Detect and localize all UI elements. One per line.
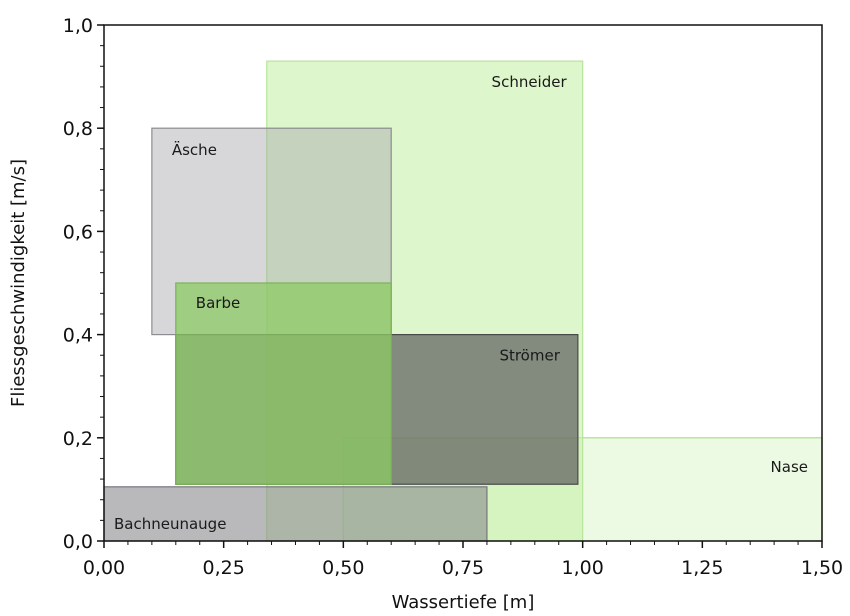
y-tick-label: 0,6 xyxy=(63,221,93,243)
y-tick-label: 0,2 xyxy=(63,428,93,450)
label-schneider: Schneider xyxy=(492,73,568,91)
y-tick-label: 0,4 xyxy=(63,325,93,347)
x-tick-label: 0,50 xyxy=(322,557,364,579)
range-rect-barbe xyxy=(175,282,392,485)
x-axis-title: Wassertiefe [m] xyxy=(392,592,535,613)
y-axis-title: Fliessgeschwindigkeit [m/s] xyxy=(8,159,29,407)
axis-ticks: 0,00 0,25 0,50 0,75 1,00 1,25 1,50 0,0 0,2 0,4 0,6… xyxy=(63,15,843,579)
x-tick-label: 1,00 xyxy=(562,557,604,579)
x-tick-label: 1,50 xyxy=(801,557,843,579)
label-bachneunauge: Bachneunauge xyxy=(114,515,226,533)
y-tick-label: 0,0 xyxy=(63,531,93,553)
x-tick-label: 0,75 xyxy=(442,557,484,579)
y-tick-label: 1,0 xyxy=(63,15,93,37)
range-rect-bachneunauge xyxy=(103,486,488,542)
label-barbe: Barbe xyxy=(196,294,240,312)
series-labels: Nase Schneider Äsche Strömer Barbe Bachneunau… xyxy=(114,73,808,533)
y-tick-label: 0,8 xyxy=(63,118,93,140)
label-nase: Nase xyxy=(771,458,808,476)
x-tick-label: 1,25 xyxy=(681,557,723,579)
x-tick-label: 0,00 xyxy=(83,557,125,579)
label-stroemer: Strömer xyxy=(499,347,560,365)
label-aesche: Äsche xyxy=(172,140,217,159)
range-rectangles xyxy=(103,60,823,542)
x-tick-label: 0,25 xyxy=(203,557,245,579)
